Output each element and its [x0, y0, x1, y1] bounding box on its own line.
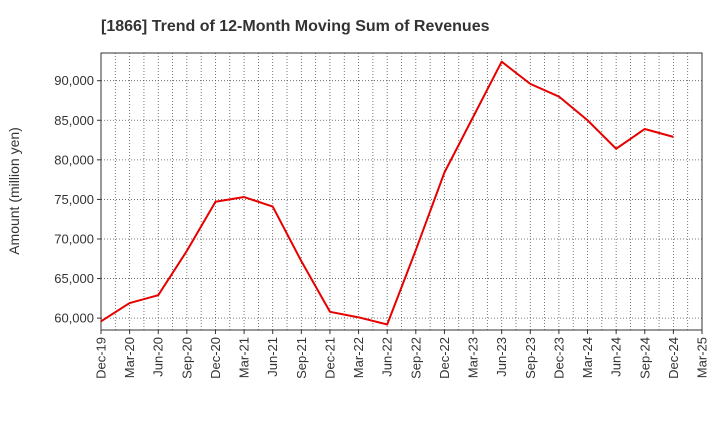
x-tick-label: Dec-19 [94, 337, 109, 379]
series-layer [100, 60, 674, 326]
x-tick-label: Mar-25 [695, 337, 710, 378]
plot-frame [100, 52, 703, 331]
y-tick-label: 70,000 [54, 231, 94, 246]
x-tick-label: Sep-23 [523, 337, 538, 379]
x-tick-label: Dec-24 [666, 337, 681, 379]
x-tick-label: Dec-22 [437, 337, 452, 379]
x-tick-label: Sep-21 [294, 337, 309, 379]
x-tick-label: Mar-23 [466, 337, 481, 378]
x-tick-label: Dec-21 [322, 337, 337, 379]
x-tick-label: Jun-24 [609, 337, 624, 377]
x-tick-label: Jun-20 [151, 337, 166, 377]
y-tick-label: 80,000 [54, 152, 94, 167]
y-axis-label: Amount (million yen) [6, 127, 22, 255]
y-axis-ticks: 60,000 65,000 70,000 75,000 80,000 85,000 90,0… [54, 73, 101, 326]
y-tick-label: 85,000 [54, 113, 94, 128]
x-axis-ticks: Dec-19 Mar-20 Jun-20 Sep-20 Dec-20 Mar-21 Jun-… [94, 330, 710, 379]
x-tick-label: Jun-23 [494, 337, 509, 377]
x-tick-label: Sep-24 [637, 337, 652, 379]
x-tick-label: Mar-21 [237, 337, 252, 378]
x-tick-label: Sep-22 [408, 337, 423, 379]
x-tick-label: Jun-21 [265, 337, 280, 377]
x-tick-label: Mar-20 [122, 337, 137, 378]
x-tick-label: Mar-24 [580, 337, 595, 378]
grid [101, 53, 702, 330]
x-tick-label: Dec-20 [208, 337, 223, 379]
y-tick-label: 90,000 [54, 73, 94, 88]
series-line [100, 60, 674, 326]
y-tick-label: 75,000 [54, 192, 94, 207]
x-tick-label: Jun-22 [380, 337, 395, 377]
x-tick-label: Sep-20 [179, 337, 194, 379]
chart-title: [1866] Trend of 12-Month Moving Sum of R… [101, 18, 490, 35]
x-tick-label: Mar-22 [351, 337, 366, 378]
y-tick-label: 65,000 [54, 271, 94, 286]
x-tick-label: Dec-23 [551, 337, 566, 379]
y-tick-label: 60,000 [54, 311, 94, 326]
